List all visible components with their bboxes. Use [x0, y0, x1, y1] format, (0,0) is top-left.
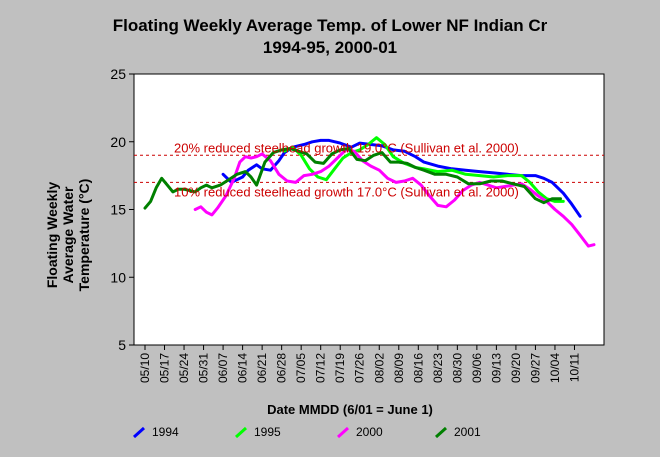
- x-tick-label: 10/04: [548, 353, 562, 383]
- x-tick-label: 07/26: [353, 353, 367, 383]
- legend-label: 2000: [356, 425, 383, 439]
- y-tick-label: 25: [110, 66, 126, 82]
- line-chart: 5 10 15 20 25 05/10 05/17 05/24 05/31 06/07 06/14 0…: [110, 66, 605, 383]
- x-tick-label: 05/24: [177, 353, 191, 383]
- x-tick-label: 08/30: [450, 353, 464, 383]
- x-tick-label: 06/14: [236, 353, 250, 383]
- legend-label: 1994: [152, 425, 179, 439]
- legend-item-2000: 2000: [336, 425, 383, 439]
- chart-subtitle: 1994-95, 2000-01: [262, 38, 398, 57]
- x-tick-label: 09/20: [509, 353, 523, 383]
- plot-area: [133, 73, 605, 346]
- x-tick-label: 08/02: [372, 353, 386, 383]
- x-tick-label: 06/07: [216, 353, 230, 383]
- x-tick-label: 10/11: [567, 353, 581, 382]
- legend-swatch-2001: [434, 426, 448, 438]
- x-tick-label: 05/17: [158, 353, 172, 383]
- threshold-label: 10% reduced steelhead growth 17.0°C (Sul…: [174, 184, 519, 199]
- x-tick-label: 08/09: [392, 353, 406, 383]
- legend-item-1994: 1994: [132, 425, 179, 439]
- chart-title: Floating Weekly Average Temp. of Lower N…: [112, 16, 548, 35]
- x-tick-label: 09/06: [470, 353, 484, 383]
- threshold-label: 20% reduced steelhead growth 19.0°C (Sul…: [174, 140, 519, 155]
- x-tick-label: 09/27: [528, 353, 542, 383]
- x-tick-label: 08/16: [411, 353, 425, 383]
- x-tick-label: 07/05: [294, 353, 308, 383]
- x-tick-label: 05/31: [197, 353, 211, 383]
- legend-item-1995: 1995: [234, 425, 281, 439]
- y-tick-label: 10: [110, 269, 126, 285]
- x-tick-label: 06/21: [255, 353, 269, 383]
- x-tick-label: 07/12: [314, 353, 328, 383]
- x-tick-label: 06/28: [275, 353, 289, 383]
- legend-label: 1995: [254, 425, 281, 439]
- y-tick-label: 15: [110, 202, 126, 218]
- legend-swatch-2000: [336, 426, 350, 438]
- x-axis-label: Date MMDD (6/01 = June 1): [267, 402, 433, 417]
- x-tick-label: 07/19: [333, 353, 347, 383]
- legend-swatch-1995: [234, 426, 248, 438]
- legend-label: 2001: [454, 425, 481, 439]
- series-line-2001: [143, 147, 562, 210]
- x-tick-label: 09/13: [489, 353, 503, 383]
- y-tick-label: 5: [118, 337, 126, 353]
- y-tick-label: 20: [110, 134, 126, 150]
- legend-item-2001: 2001: [434, 425, 481, 439]
- x-tick-label: 08/23: [431, 353, 445, 383]
- legend-swatch-1994: [132, 426, 146, 438]
- x-tick-label: 05/10: [138, 353, 152, 383]
